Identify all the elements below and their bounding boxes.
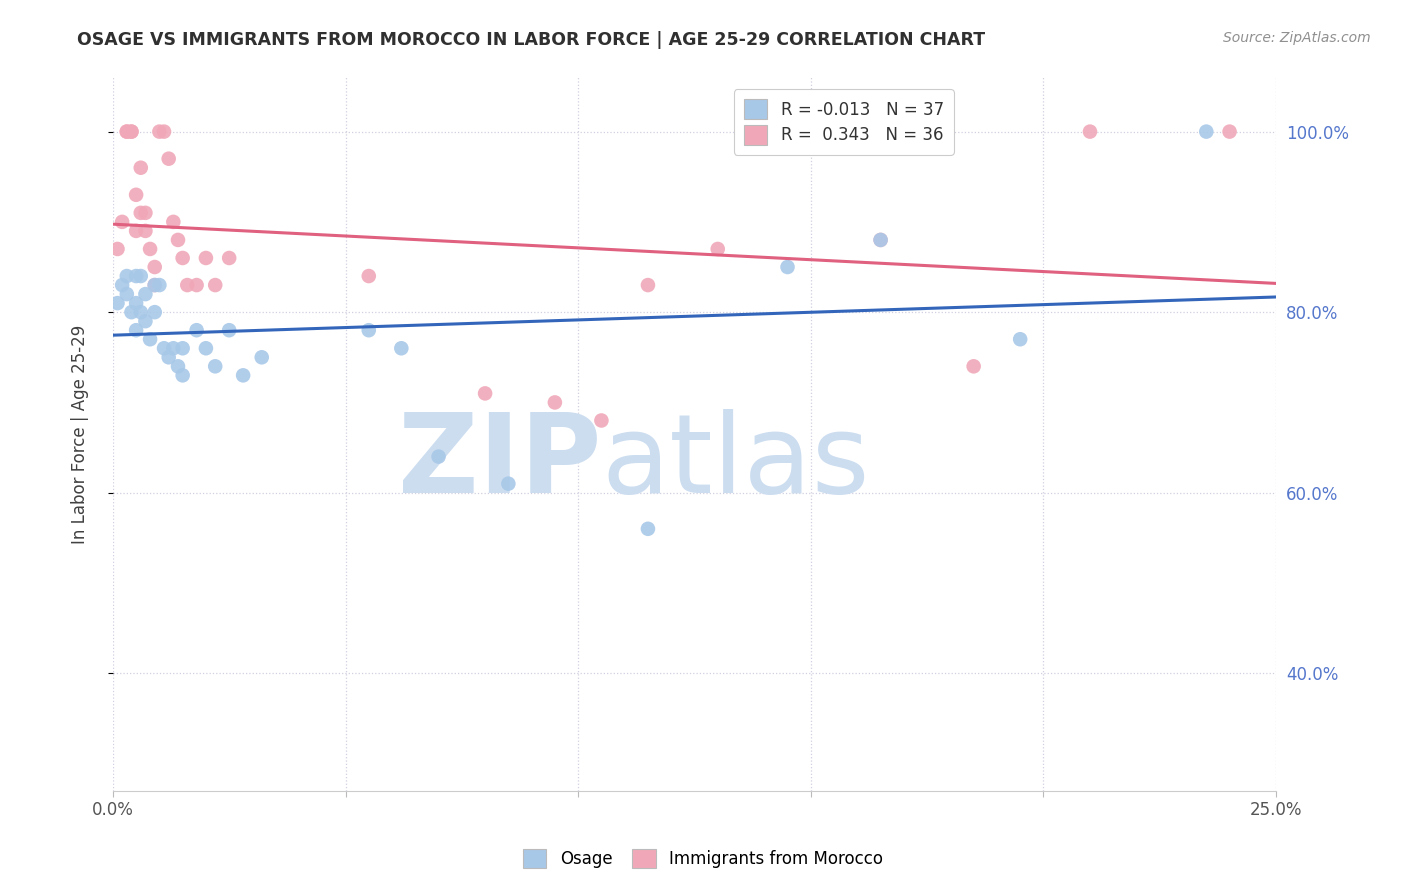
Text: ZIP: ZIP	[398, 409, 602, 516]
Point	[139, 332, 162, 346]
Point	[172, 368, 194, 383]
Point	[115, 125, 138, 139]
Point	[357, 268, 380, 283]
Point	[111, 215, 134, 229]
Point	[157, 152, 180, 166]
Point	[125, 296, 148, 310]
Point	[134, 206, 156, 220]
Point	[153, 341, 176, 355]
Point	[143, 278, 166, 293]
Point	[1010, 332, 1032, 346]
Point	[134, 314, 156, 328]
Point	[172, 251, 194, 265]
Point	[143, 260, 166, 274]
Point	[115, 287, 138, 301]
Point	[167, 233, 190, 247]
Point	[129, 268, 152, 283]
Point	[111, 278, 134, 293]
Point	[107, 296, 129, 310]
Point	[706, 242, 728, 256]
Point	[1195, 125, 1218, 139]
Point	[129, 161, 152, 175]
Point	[143, 305, 166, 319]
Point	[544, 395, 567, 409]
Point	[186, 278, 208, 293]
Point	[121, 305, 143, 319]
Point	[148, 125, 170, 139]
Point	[869, 233, 891, 247]
Point	[125, 268, 148, 283]
Point	[776, 260, 799, 274]
Point	[172, 341, 194, 355]
Point	[162, 341, 184, 355]
Point	[148, 278, 170, 293]
Point	[167, 359, 190, 374]
Point	[474, 386, 496, 401]
Point	[498, 476, 520, 491]
Point	[232, 368, 254, 383]
Point	[134, 287, 156, 301]
Point	[218, 323, 240, 337]
Text: atlas: atlas	[602, 409, 870, 516]
Point	[125, 187, 148, 202]
Point	[139, 242, 162, 256]
Point	[637, 278, 659, 293]
Point	[250, 351, 273, 365]
Point	[1078, 125, 1101, 139]
Text: Source: ZipAtlas.com: Source: ZipAtlas.com	[1223, 31, 1371, 45]
Point	[121, 125, 143, 139]
Point	[218, 251, 240, 265]
Point	[427, 450, 450, 464]
Point	[357, 323, 380, 337]
Point	[186, 323, 208, 337]
Point	[143, 278, 166, 293]
Point	[869, 233, 891, 247]
Point	[194, 341, 217, 355]
Point	[115, 268, 138, 283]
Point	[1219, 125, 1241, 139]
Legend: Osage, Immigrants from Morocco: Osage, Immigrants from Morocco	[516, 842, 890, 875]
Point	[129, 206, 152, 220]
Point	[204, 359, 226, 374]
Point	[157, 351, 180, 365]
Point	[134, 224, 156, 238]
Point	[962, 359, 984, 374]
Point	[115, 125, 138, 139]
Point	[125, 323, 148, 337]
Y-axis label: In Labor Force | Age 25-29: In Labor Force | Age 25-29	[72, 325, 89, 543]
Point	[129, 305, 152, 319]
Point	[153, 125, 176, 139]
Point	[176, 278, 198, 293]
Point	[204, 278, 226, 293]
Point	[125, 224, 148, 238]
Point	[107, 242, 129, 256]
Point	[121, 125, 143, 139]
Point	[637, 522, 659, 536]
Point	[389, 341, 412, 355]
Point	[194, 251, 217, 265]
Text: OSAGE VS IMMIGRANTS FROM MOROCCO IN LABOR FORCE | AGE 25-29 CORRELATION CHART: OSAGE VS IMMIGRANTS FROM MOROCCO IN LABO…	[77, 31, 986, 49]
Point	[162, 215, 184, 229]
Point	[591, 413, 613, 427]
Legend: R = -0.013   N = 37, R =  0.343   N = 36: R = -0.013 N = 37, R = 0.343 N = 36	[734, 89, 953, 154]
